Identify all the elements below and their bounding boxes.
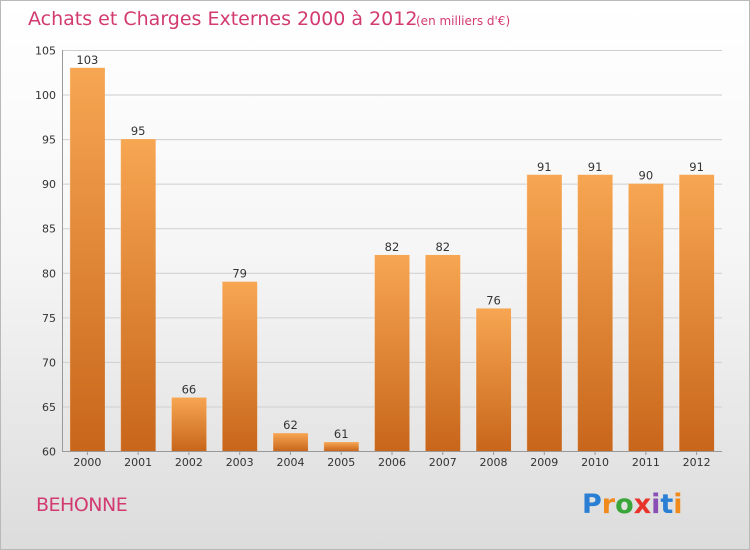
x-tick-label-2011: 2011	[632, 456, 660, 469]
y-tick-label: 60	[42, 446, 56, 459]
bar-2009	[526, 174, 562, 451]
x-tick-label-2009: 2009	[530, 456, 558, 469]
bar-2004	[272, 433, 308, 451]
x-tick-label-2003: 2003	[226, 456, 254, 469]
proxiti-logo: Proxiti	[582, 489, 683, 520]
bars-layer	[69, 67, 715, 452]
data-label-2010: 91	[588, 160, 603, 174]
bar-2005	[323, 442, 359, 451]
y-tick-label: 85	[42, 223, 56, 236]
y-tick-label: 80	[42, 267, 56, 280]
logo-letter: t	[660, 489, 674, 520]
x-tick-label-2005: 2005	[327, 456, 355, 469]
bar-2012	[679, 174, 715, 451]
bar-2007	[425, 254, 461, 451]
logo-letter: r	[601, 489, 616, 520]
y-tick-label: 100	[35, 89, 56, 102]
bar-2001	[120, 139, 156, 451]
y-tick-label: 90	[42, 178, 56, 191]
x-tick-label-2012: 2012	[683, 456, 711, 469]
logo-letter: i	[673, 489, 683, 520]
data-label-2004: 62	[283, 418, 298, 432]
bar-2011	[628, 183, 664, 451]
x-tick-label-2008: 2008	[480, 456, 508, 469]
data-label-2007: 82	[435, 240, 450, 254]
data-label-2000: 103	[76, 53, 98, 67]
bar-2006	[374, 254, 410, 451]
bar-2000	[69, 67, 105, 452]
x-tick-label-2000: 2000	[73, 456, 101, 469]
data-label-2009: 91	[537, 160, 552, 174]
bar-2008	[476, 308, 512, 451]
logo-letter: o	[615, 489, 634, 520]
x-tick-label-2002: 2002	[175, 456, 203, 469]
data-label-2008: 76	[486, 293, 501, 307]
x-tick-label-2001: 2001	[124, 456, 152, 469]
labels-layer: 60 65 70 75 80 85 90 95 100 105 103 2000 95 2001 66 200…	[35, 45, 711, 470]
y-tick-label: 65	[42, 401, 56, 414]
data-label-2012: 91	[689, 160, 704, 174]
commune-name: BEHONNE	[36, 494, 128, 516]
y-tick-label: 75	[42, 312, 56, 325]
bar-2002	[171, 397, 207, 451]
data-label-2011: 90	[639, 169, 654, 183]
data-label-2002: 66	[182, 383, 197, 397]
x-tick-label-2010: 2010	[581, 456, 609, 469]
y-tick-label: 105	[35, 45, 56, 58]
bar-2003	[222, 281, 258, 451]
chart-unit: (en milliers d'€)	[416, 14, 510, 28]
data-label-2001: 95	[131, 124, 146, 138]
bar-2010	[577, 174, 613, 451]
y-tick-label: 95	[42, 134, 56, 147]
logo-letter: P	[582, 489, 602, 520]
logo-letter: x	[633, 489, 652, 520]
x-tick-label-2004: 2004	[276, 456, 304, 469]
data-label-2006: 82	[385, 240, 400, 254]
data-label-2003: 79	[232, 267, 247, 281]
logo-letter: i	[651, 489, 661, 520]
chart-title: Achats et Charges Externes 2000 à 2012	[28, 8, 417, 30]
x-tick-label-2006: 2006	[378, 456, 406, 469]
data-label-2005: 61	[334, 427, 349, 441]
x-tick-label-2007: 2007	[429, 456, 457, 469]
y-tick-label: 70	[42, 356, 56, 369]
